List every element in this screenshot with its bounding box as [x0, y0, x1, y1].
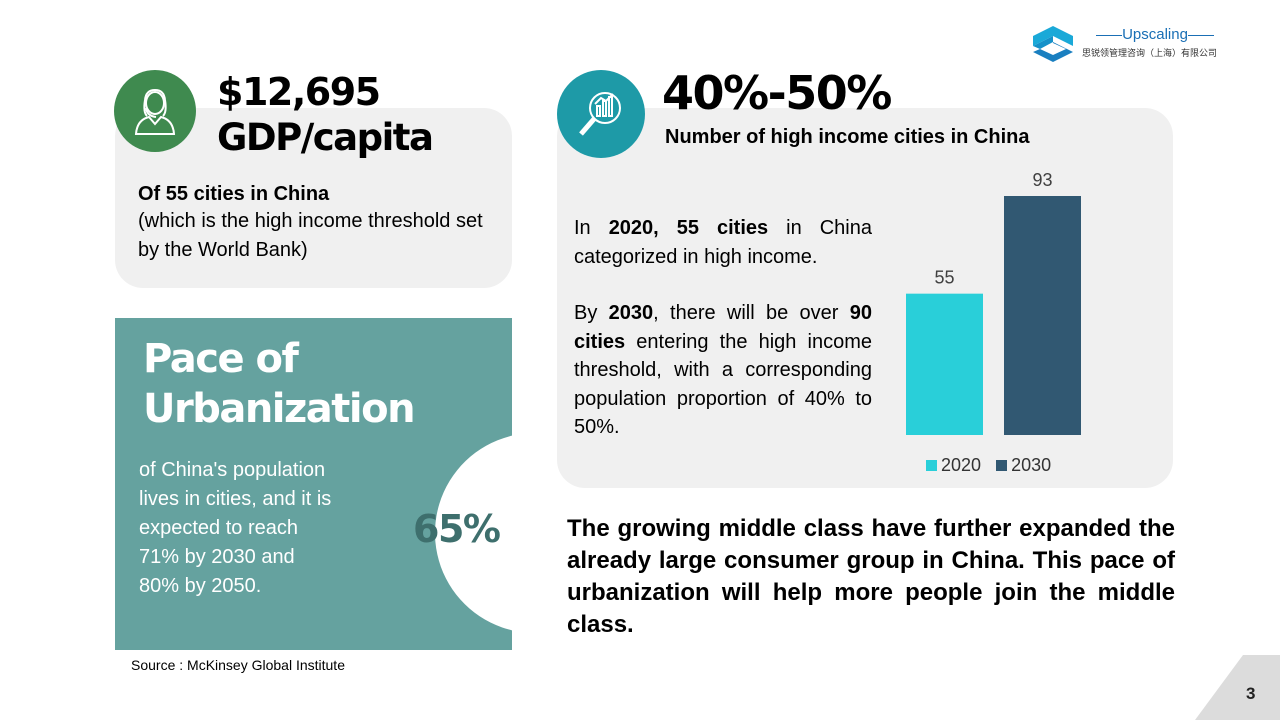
- logo-subtitle: 思锐领管理咨询（上海）有限公司: [1082, 48, 1218, 58]
- paragraph-2020: In 2020, 55 cities in China categorized …: [574, 217, 872, 268]
- gdp-icon-circle: [114, 70, 196, 152]
- urbanization-pie: [435, 435, 512, 631]
- data-label-2020: 55: [934, 268, 954, 288]
- urbanization-description: of China's population lives in cities, a…: [139, 459, 332, 597]
- logo-s-icon: [1033, 26, 1073, 62]
- gdp-unit: GDP/capita: [217, 116, 434, 159]
- page-corner-shape: [1195, 655, 1280, 720]
- urbanization-title-line2: Urbanization: [143, 386, 416, 432]
- high-income-value: 40%-50%: [662, 66, 892, 120]
- magnifier-chart-icon: [579, 92, 621, 136]
- urbanization-panel: Pace of Urbanization 65% of China's popu…: [115, 318, 512, 650]
- pie-slice-65: [435, 435, 512, 631]
- data-label-2030: 93: [1032, 170, 1052, 190]
- logo-name: Upscaling: [1122, 26, 1188, 43]
- gdp-cities-line: Of 55 cities in China: [138, 183, 330, 205]
- high-income-text: In 2020, 55 cities in China categorized …: [574, 214, 872, 442]
- bar-2020: [906, 293, 983, 435]
- gdp-threshold-note: (which is the high income threshold set …: [138, 210, 483, 261]
- bar-2030: [1004, 196, 1081, 435]
- source-note: Source : McKinsey Global Institute: [131, 657, 345, 673]
- company-logo: Upscaling 思锐领管理咨询（上海）有限公司: [1030, 24, 1230, 66]
- high-income-subtitle: Number of high income cities in China: [665, 126, 1030, 148]
- gdp-value: $12,695: [217, 70, 381, 114]
- high-income-icon-circle: [557, 70, 645, 158]
- legend-item-2020: 2020: [926, 455, 981, 475]
- chart-legend: 2020 2030: [926, 455, 1051, 475]
- person-headset-icon: [134, 88, 176, 135]
- high-income-bar-chart: 55 93: [906, 170, 1081, 435]
- urbanization-title-line1: Pace of: [143, 336, 299, 382]
- page-number: 3: [1246, 684, 1256, 703]
- paragraph-2030: By 2030, there will be over 90 cities en…: [574, 302, 872, 438]
- legend-item-2030: 2030: [996, 455, 1051, 475]
- conclusion-text: The growing middle class have further ex…: [567, 515, 1175, 638]
- urbanization-percent: 65%: [413, 507, 501, 551]
